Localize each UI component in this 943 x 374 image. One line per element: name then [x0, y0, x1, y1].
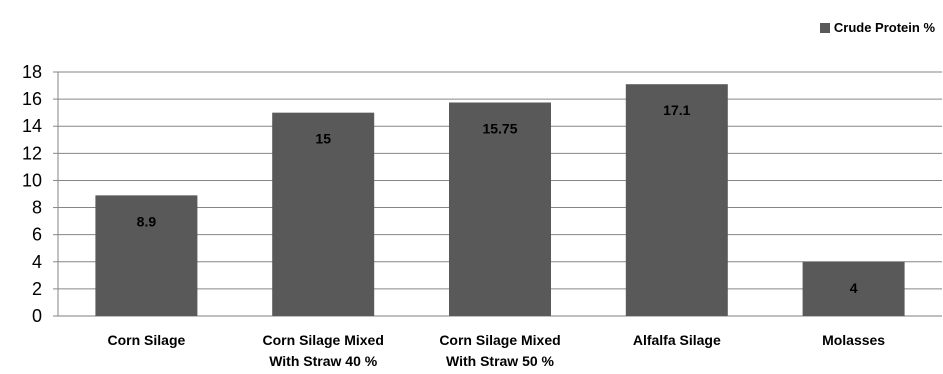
y-tick-label: 0 — [32, 306, 42, 326]
x-tick-label: Corn Silage Mixed — [439, 332, 560, 348]
y-tick-label: 2 — [32, 279, 42, 299]
y-tick-label: 10 — [22, 170, 42, 190]
y-tick-label: 8 — [32, 198, 42, 218]
y-tick-label: 18 — [22, 62, 42, 82]
y-tick-label: 16 — [22, 89, 42, 109]
bar — [272, 112, 375, 317]
x-tick-label: Corn Silage Mixed — [263, 332, 384, 348]
bar — [95, 195, 198, 316]
x-tick-label: Alfalfa Silage — [633, 332, 721, 348]
legend: Crude Protein % — [819, 20, 935, 35]
data-label: 8.9 — [137, 213, 157, 229]
data-label: 17.1 — [663, 102, 690, 118]
x-tick-label: With Straw 50 % — [446, 353, 555, 369]
y-tick-label: 14 — [22, 116, 42, 136]
legend-label: Crude Protein % — [833, 20, 935, 35]
x-tick-label: Corn Silage — [108, 332, 186, 348]
data-label: 4 — [850, 280, 858, 296]
bar — [449, 102, 551, 316]
x-tick-label: Molasses — [822, 332, 885, 348]
legend-swatch — [819, 22, 830, 33]
bar — [625, 84, 728, 316]
bar — [802, 261, 905, 316]
y-tick-label: 6 — [32, 225, 42, 245]
x-tick-label: With Straw 40 % — [269, 353, 378, 369]
y-tick-label: 12 — [22, 143, 42, 163]
data-label: 15.75 — [482, 121, 517, 137]
data-label: 15 — [315, 131, 331, 147]
y-tick-label: 4 — [32, 252, 42, 272]
